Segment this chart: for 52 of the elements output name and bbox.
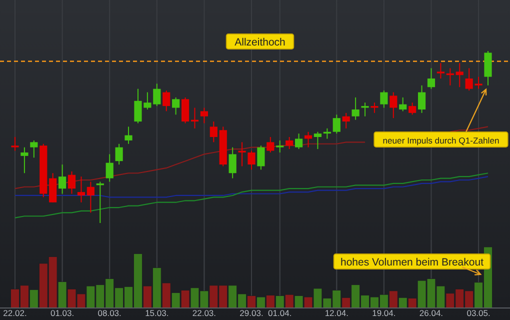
candlestick bbox=[352, 96, 360, 120]
candlestick bbox=[200, 107, 208, 124]
candlestick bbox=[162, 90, 170, 112]
candlestick bbox=[361, 102, 369, 117]
candlestick bbox=[30, 140, 38, 158]
candlestick bbox=[390, 92, 398, 119]
x-tick-label: 22.03. bbox=[192, 308, 216, 318]
annotation: hohes Volumen beim Breakout bbox=[340, 256, 484, 268]
candlestick bbox=[314, 131, 322, 150]
candlestick bbox=[418, 84, 426, 114]
candlestick bbox=[380, 90, 388, 108]
candlestick bbox=[286, 136, 294, 150]
candlestick bbox=[257, 145, 265, 170]
candlestick bbox=[427, 68, 436, 90]
candlestick bbox=[436, 62, 444, 80]
candlestick bbox=[248, 150, 256, 170]
candlestick bbox=[172, 96, 180, 116]
candlestick bbox=[332, 114, 340, 134]
candlestick bbox=[238, 142, 246, 167]
candlestick bbox=[77, 176, 86, 203]
x-tick-label: 26.04. bbox=[419, 308, 444, 318]
text: Allzeithoch bbox=[234, 36, 286, 48]
x-tick-label: 08.03. bbox=[98, 308, 122, 318]
candlestick bbox=[106, 154, 114, 182]
x-tick-label: 15.03. bbox=[145, 308, 169, 318]
x-tick-label: 01.04. bbox=[268, 308, 292, 318]
candlestick bbox=[276, 140, 284, 153]
candlestick bbox=[399, 96, 407, 112]
candlestick bbox=[210, 121, 218, 143]
candlestick bbox=[342, 112, 350, 129]
x-tick-label: 03.05. bbox=[466, 308, 490, 318]
candlestick bbox=[266, 136, 274, 153]
annotation: neuer Impuls durch Q1-Zahlen bbox=[382, 136, 500, 146]
x-tick-label: 22.02. bbox=[3, 308, 27, 318]
candlestick bbox=[295, 133, 303, 150]
candlestick bbox=[370, 102, 378, 114]
candlestick bbox=[20, 146, 28, 174]
candlestick bbox=[115, 143, 123, 166]
candlestick bbox=[456, 62, 464, 88]
candlestick bbox=[153, 83, 161, 107]
candlestick bbox=[124, 126, 132, 144]
x-tick-label: 01.03. bbox=[50, 308, 74, 318]
candlestick bbox=[408, 102, 416, 116]
candlestick bbox=[58, 164, 66, 194]
x-tick-label: 19.04. bbox=[372, 308, 396, 318]
candlestick bbox=[228, 146, 236, 179]
candlestick bbox=[86, 181, 94, 214]
candlestick bbox=[68, 170, 76, 194]
x-tick-label: 29.03. bbox=[240, 308, 264, 318]
candlestick bbox=[181, 96, 190, 124]
x-tick-label: 12.04. bbox=[324, 308, 348, 318]
candlestick bbox=[11, 136, 19, 152]
